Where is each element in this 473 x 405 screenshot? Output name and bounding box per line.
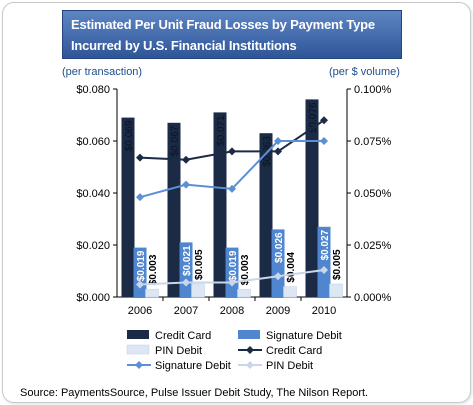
bar-signature-debit	[317, 226, 331, 297]
bar-pin-debit	[283, 286, 297, 298]
legend-swatch-credit-card	[127, 330, 149, 339]
point-credit-card	[228, 147, 236, 156]
bar-credit-card	[305, 99, 319, 298]
chart-title-line-2: Incurred by U.S. Financial Institutions	[71, 38, 297, 53]
point-pin-debit	[136, 280, 144, 289]
legend-label: Signature Debit	[155, 360, 231, 372]
legend-label: PIN Debit	[155, 345, 202, 357]
data-label-signature-debit: $0.019	[228, 250, 239, 281]
bar-credit-card	[259, 133, 273, 297]
left-axis-tick-label: $0.060	[76, 136, 110, 148]
legend-label: Credit Card	[155, 330, 211, 342]
point-signature-debit	[136, 193, 144, 202]
point-signature-debit	[182, 180, 190, 189]
point-signature-debit	[228, 184, 236, 193]
right-axis-tick-label: 0.050%	[354, 188, 392, 200]
left-axis-tick-label: $0.020	[76, 240, 110, 252]
point-signature-debit	[320, 137, 328, 145]
bar-credit-card	[167, 122, 181, 297]
legend-label: Signature Debit	[266, 330, 342, 342]
left-axis-tick-label: $0.040	[76, 188, 110, 200]
legend-swatch-signature-debit	[238, 330, 260, 339]
point-credit-card	[136, 153, 144, 162]
point-signature-debit	[274, 137, 282, 145]
right-axis-tick-label: 0.100%	[354, 84, 392, 96]
legend-label: Credit Card	[266, 345, 322, 357]
bar-signature-debit	[225, 247, 239, 297]
bar-pin-debit	[191, 283, 205, 298]
bar-pin-debit	[145, 288, 159, 298]
data-label-credit-card: $0.071	[216, 115, 227, 146]
x-axis-tick-label: 2010	[312, 305, 336, 317]
left-axis-tick-label: $0.000	[76, 292, 110, 304]
point-credit-card	[182, 155, 190, 164]
bar-signature-debit	[271, 229, 285, 297]
legend-label: PIN Debit	[266, 360, 313, 372]
left-axis-unit-label: (per transaction)	[62, 66, 143, 78]
left-axis-tick-label: $0.080	[76, 84, 110, 96]
source-note: Source: PaymentsSource, Pulse Issuer Deb…	[20, 387, 369, 399]
bar-pin-debit	[329, 283, 343, 298]
data-label-credit-card: $0.076	[308, 102, 319, 133]
x-axis-tick-label: 2006	[128, 305, 152, 317]
bar-pin-debit	[237, 288, 251, 298]
point-pin-debit	[228, 278, 236, 287]
bar-credit-card	[121, 117, 135, 297]
right-axis-tick-label: 0.000%	[354, 292, 392, 304]
right-axis-unit-label: (per $ volume)	[329, 66, 400, 78]
data-label-pin-debit: $0.003	[240, 254, 251, 285]
right-axis-tick-label: 0.025%	[354, 240, 392, 252]
data-label-pin-debit: $0.005	[332, 249, 343, 280]
data-label-credit-card: $0.069	[124, 120, 135, 151]
legend-swatch-pin-debit	[126, 344, 150, 355]
x-axis-tick-label: 2007	[174, 305, 198, 317]
data-label-signature-debit: $0.026	[274, 232, 285, 263]
data-label-credit-card: $0.067	[170, 125, 181, 156]
point-pin-debit	[182, 278, 190, 287]
point-pin-debit	[320, 265, 328, 274]
data-label-pin-debit: $0.004	[286, 252, 297, 283]
data-label-signature-debit: $0.019	[136, 250, 147, 281]
legend-marker-credit-card	[246, 346, 254, 354]
legend-marker-signature-debit	[135, 361, 143, 369]
data-label-signature-debit: $0.021	[182, 245, 193, 276]
data-label-pin-debit: $0.005	[194, 249, 205, 280]
point-credit-card	[320, 116, 328, 125]
data-label-pin-debit: $0.003	[148, 254, 159, 285]
data-label-signature-debit: $0.027	[320, 229, 331, 260]
chart-title-line-1: Estimated Per Unit Fraud Losses by Payme…	[71, 17, 375, 32]
legend-marker-pin-debit	[246, 361, 254, 369]
x-axis-tick-label: 2008	[220, 305, 244, 317]
bar-credit-card	[213, 112, 227, 298]
chart-title-box: Estimated Per Unit Fraud Losses by Payme…	[62, 10, 402, 59]
right-axis-tick-label: 0.075%	[354, 136, 392, 148]
point-pin-debit	[274, 272, 282, 281]
point-credit-card	[274, 147, 282, 156]
x-axis-tick-label: 2009	[266, 305, 290, 317]
